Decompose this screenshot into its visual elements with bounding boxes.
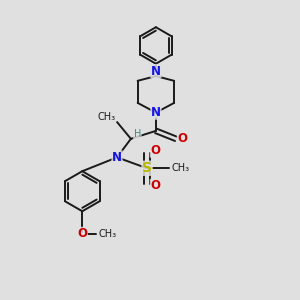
Text: CH₃: CH₃ bbox=[98, 229, 117, 239]
Text: N: N bbox=[151, 64, 161, 78]
Text: O: O bbox=[177, 132, 188, 145]
Text: O: O bbox=[150, 144, 160, 157]
Text: N: N bbox=[112, 151, 122, 164]
Text: O: O bbox=[150, 179, 160, 192]
Text: O: O bbox=[77, 227, 87, 240]
Text: CH₃: CH₃ bbox=[172, 163, 190, 173]
Text: H: H bbox=[134, 128, 141, 139]
Text: CH₃: CH₃ bbox=[98, 112, 116, 122]
Text: N: N bbox=[151, 106, 161, 119]
Text: S: S bbox=[142, 161, 152, 175]
